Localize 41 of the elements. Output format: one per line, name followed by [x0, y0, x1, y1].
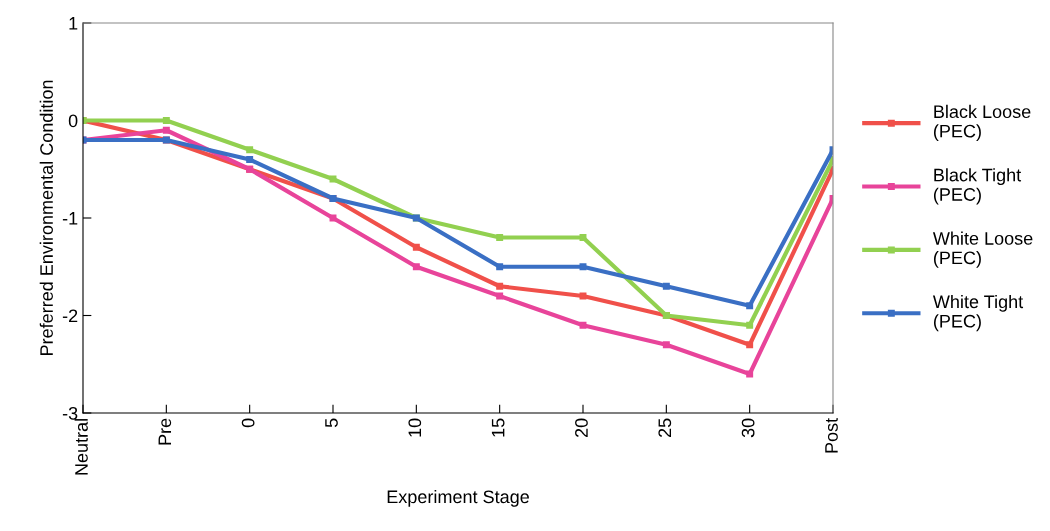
y-tick-label: 1	[69, 17, 78, 30]
legend-label: White Loose (PEC)	[932, 231, 1033, 268]
legend-label: Black Tight (PEC)	[933, 168, 1022, 205]
point	[496, 263, 504, 271]
x-tick-label: 5	[325, 418, 338, 428]
point	[246, 146, 254, 154]
legend-label: Black Loose (PEC)	[933, 104, 1031, 142]
x-tick-label: 30	[741, 418, 755, 438]
point	[746, 370, 754, 378]
x-tick-label: Neutral	[74, 419, 88, 475]
point	[496, 282, 504, 290]
y-tick-label: 0	[68, 114, 78, 128]
point	[162, 117, 170, 124]
point	[412, 243, 420, 251]
x-tick-label: 25	[658, 418, 672, 438]
point	[579, 263, 587, 271]
y-tick-label: -3	[62, 406, 78, 420]
point	[579, 234, 587, 241]
x-tick-label: 20	[575, 418, 588, 438]
x-tick-label: 0	[241, 418, 255, 428]
line-series	[83, 136, 833, 310]
point	[496, 234, 504, 241]
point	[496, 292, 504, 300]
point	[162, 126, 170, 134]
x-tick-label: Pre	[158, 418, 172, 445]
point	[746, 302, 754, 310]
y-tick-label: -2	[62, 309, 78, 323]
x-tick-label: 10	[408, 418, 422, 437]
point	[246, 156, 254, 163]
x-tick-label: 15	[491, 418, 505, 437]
point	[746, 341, 754, 349]
point	[662, 341, 670, 349]
legend-label: White Tight (PEC)	[932, 294, 1024, 332]
point	[746, 321, 754, 329]
point	[579, 321, 587, 329]
point	[662, 282, 670, 290]
y-axis-title: Preferred Environmental Condition	[39, 80, 53, 356]
x-axis-title: Experiment Stage	[387, 489, 529, 507]
x-tick-label: Post	[825, 417, 838, 453]
point	[412, 263, 420, 271]
y-tick-label: -1	[62, 212, 78, 225]
